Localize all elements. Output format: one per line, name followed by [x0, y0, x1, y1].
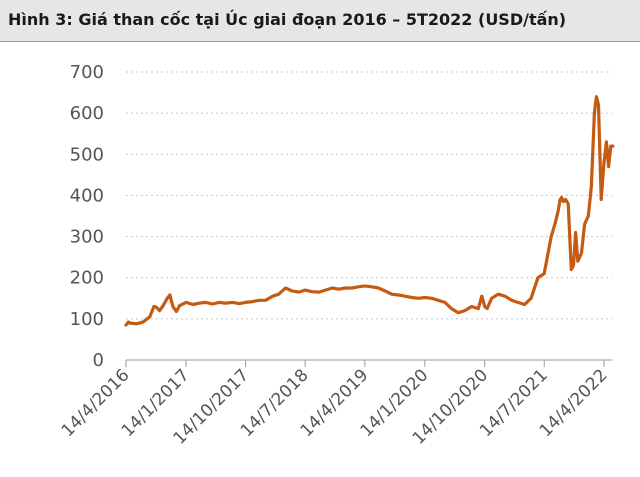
axis-ticks: [125, 360, 605, 367]
price-series-line: [124, 95, 615, 327]
y-tick-label: 0: [93, 350, 104, 371]
y-tick-label: 700: [70, 62, 104, 83]
y-tick-labels: 0 100 200 300 400 500 600 700: [70, 62, 104, 371]
y-tick-label: 500: [70, 144, 104, 165]
y-tick-label: 100: [70, 309, 104, 330]
y-tick-label: 400: [70, 185, 104, 206]
grid-lines: [126, 71, 612, 361]
chart-title: Hình 3: Giá than cốc tại Úc giai đoạn 20…: [8, 10, 567, 29]
y-tick-label: 600: [70, 103, 104, 124]
series-layer: [124, 95, 615, 327]
y-tick-label: 300: [70, 227, 104, 248]
x-tick-labels: 14/4/201614/1/201714/10/201714/7/201814/…: [58, 365, 612, 448]
title-bar: Hình 3: Giá than cốc tại Úc giai đoạn 20…: [0, 0, 640, 42]
y-tick-label: 200: [70, 268, 104, 289]
